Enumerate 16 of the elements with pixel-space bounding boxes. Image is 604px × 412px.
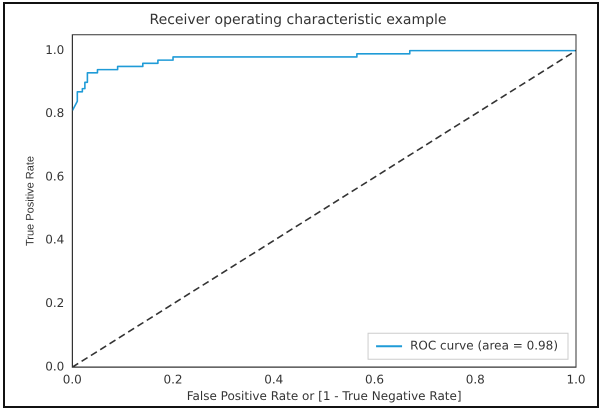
y-tick-label: 0.2 (45, 296, 64, 310)
x-tick-label: 0.8 (466, 372, 485, 387)
y-axis-title: True Positive Rate (24, 156, 37, 246)
y-tick-label: 0.8 (45, 106, 64, 120)
x-tick-label: 0.2 (163, 372, 183, 387)
y-tick-label: 0.0 (45, 359, 64, 374)
legend-label: ROC curve (area = 0.98) (410, 338, 558, 352)
x-tick-label: 0.4 (264, 372, 284, 387)
x-tick-label: 0.0 (62, 372, 82, 387)
x-tick-label: 1.0 (566, 372, 586, 387)
x-tick-label: 0.6 (364, 372, 384, 387)
y-tick-label: 0.4 (45, 232, 64, 247)
chart-title: Receiver operating characteristic example (149, 12, 447, 28)
y-tick-label: 0.6 (45, 169, 64, 184)
y-tick-label: 1.0 (45, 42, 64, 57)
x-axis-title: False Positive Rate or [1 - True Negative Rate] (186, 388, 462, 403)
